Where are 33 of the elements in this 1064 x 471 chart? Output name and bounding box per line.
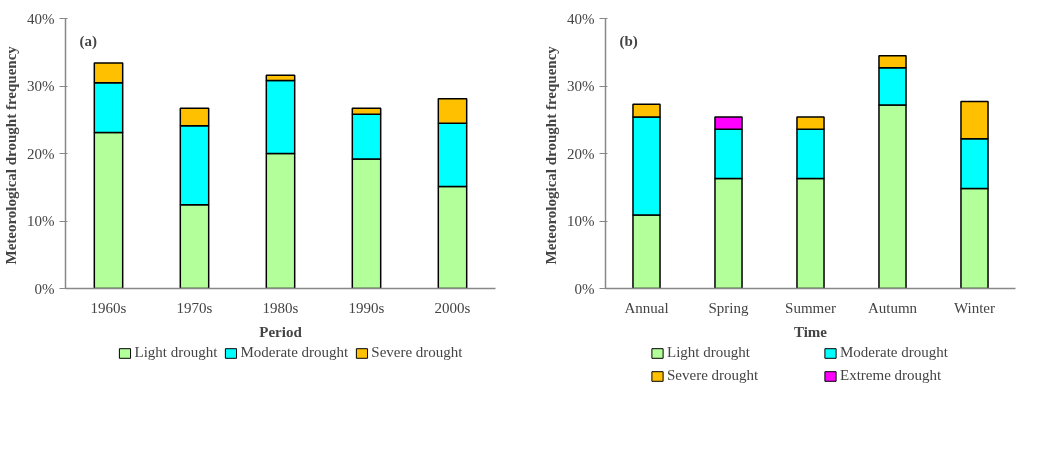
y-tick-label: 10% bbox=[27, 213, 55, 229]
x-tick-label: Spring bbox=[708, 299, 749, 316]
y-tick-label: 40% bbox=[27, 10, 55, 27]
legend-label: Moderate drought bbox=[240, 344, 349, 361]
x-tick-label: Winter bbox=[953, 299, 996, 316]
x-tick-label: 1980s bbox=[262, 299, 299, 316]
legend-label: Light drought bbox=[667, 344, 751, 361]
y-tick-label: 30% bbox=[567, 78, 595, 94]
annotation: (b) bbox=[619, 32, 638, 50]
y-tick-label: 40% bbox=[567, 10, 595, 27]
y-tick-label: 0% bbox=[574, 280, 595, 297]
legend-label: Severe drought bbox=[371, 344, 463, 361]
x-tick-label: 1970s bbox=[176, 299, 213, 316]
legend-label: Extreme drought bbox=[840, 367, 943, 384]
x-tick-label: Annual bbox=[624, 299, 669, 316]
annotation: (a) bbox=[79, 32, 97, 50]
legend-label: Moderate drought bbox=[840, 344, 949, 361]
y-tick-label: 0% bbox=[34, 280, 55, 297]
y-tick-label: 20% bbox=[27, 145, 55, 162]
y-axis-title: Meteorological drought frequency bbox=[543, 45, 559, 265]
y-tick-label: 30% bbox=[27, 78, 55, 94]
x-tick-label: Summer bbox=[785, 299, 836, 316]
legend-label: Severe drought bbox=[667, 367, 760, 384]
y-axis-title: Meteorological drought frequency bbox=[3, 45, 19, 265]
x-axis-title: Period bbox=[259, 323, 303, 340]
x-tick-label: Autumn bbox=[867, 299, 918, 316]
x-tick-label: 2000s bbox=[434, 299, 471, 316]
y-tick-label: 20% bbox=[567, 145, 595, 162]
x-axis-title: Time bbox=[793, 323, 828, 340]
x-tick-label: 1960s bbox=[90, 299, 127, 316]
y-tick-label: 10% bbox=[567, 213, 595, 229]
legend-label: Light drought bbox=[134, 344, 218, 361]
x-tick-label: 1990s bbox=[348, 299, 385, 316]
